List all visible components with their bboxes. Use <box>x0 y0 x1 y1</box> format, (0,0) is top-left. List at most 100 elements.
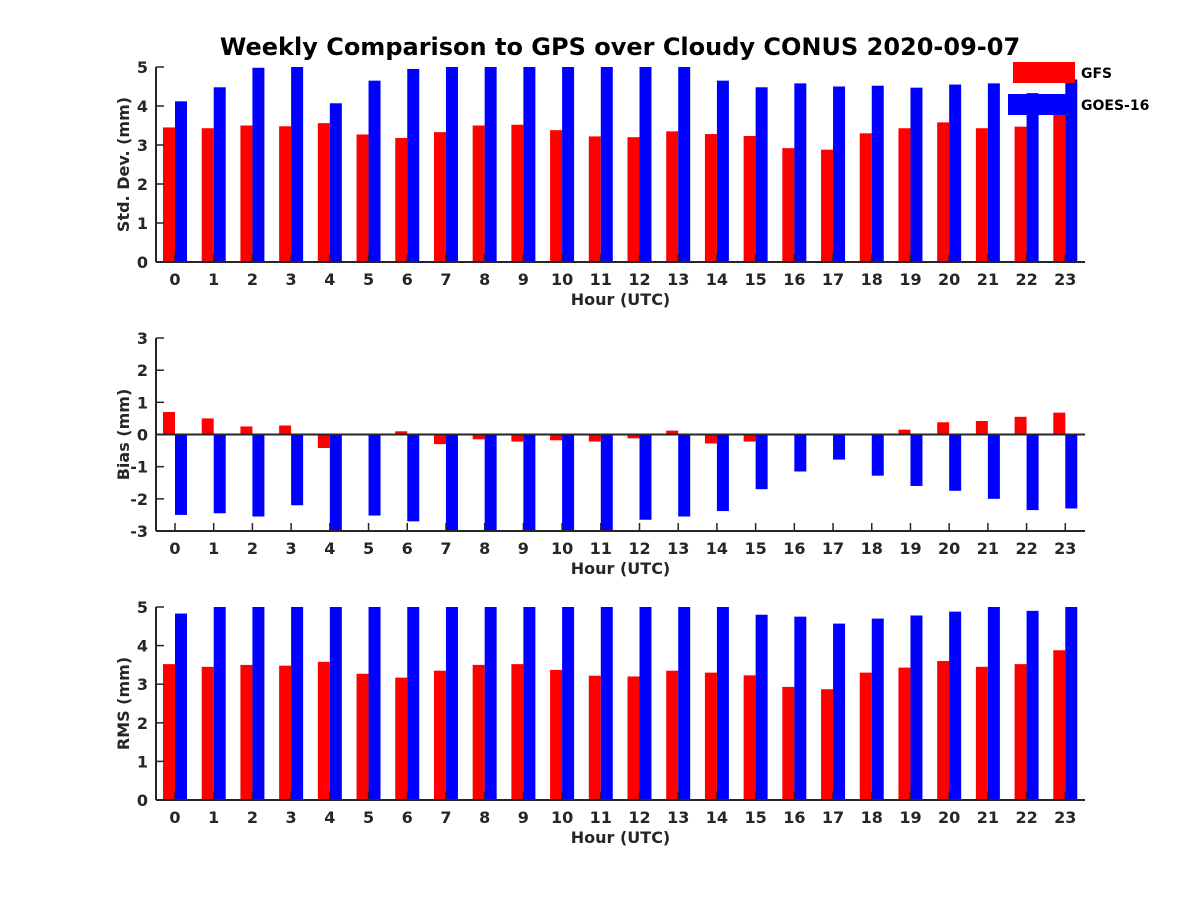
x-tick-label-panel2: 13 <box>667 539 689 558</box>
x-tick-label-panel3: 14 <box>706 808 728 827</box>
y-tick-label-panel2: -3 <box>130 522 148 541</box>
bar-gfs-panel1-hour8 <box>472 125 485 262</box>
bar-gfs-panel1-hour5 <box>356 134 369 262</box>
x-axis-label-panel1: Hour (UTC) <box>571 290 671 309</box>
legend-label-goes-16: GOES-16 <box>1081 98 1149 114</box>
bar-goes-16-panel3-hour6 <box>407 607 420 800</box>
x-tick-label-panel3: 5 <box>363 808 374 827</box>
bar-goes-16-panel2-hour18 <box>871 434 884 476</box>
bar-gfs-panel2-hour13 <box>666 430 679 435</box>
x-tick-label-panel3: 23 <box>1054 808 1076 827</box>
bar-gfs-panel1-hour22 <box>1014 126 1027 262</box>
bar-gfs-panel2-hour11 <box>588 434 601 442</box>
bar-goes-16-panel1-hour12 <box>639 67 652 262</box>
bar-goes-16-panel1-hour1 <box>213 87 226 262</box>
y-tick-label-panel3: 0 <box>137 791 148 810</box>
bar-gfs-panel2-hour23 <box>1053 412 1066 435</box>
bar-gfs-panel2-hour3 <box>279 425 292 435</box>
bar-goes-16-panel3-hour3 <box>291 607 304 800</box>
x-axis-label-panel2: Hour (UTC) <box>571 559 671 578</box>
x-tick-label-panel1: 5 <box>363 270 374 289</box>
x-tick-label-panel2: 3 <box>286 539 297 558</box>
x-tick-label-panel2: 10 <box>551 539 573 558</box>
bar-goes-16-panel1-hour0 <box>175 101 187 262</box>
bar-goes-16-panel2-hour3 <box>291 434 304 506</box>
bar-gfs-panel3-hour20 <box>937 661 950 800</box>
bar-goes-16-panel2-hour5 <box>368 434 381 516</box>
bar-gfs-panel1-hour11 <box>588 136 601 262</box>
bar-goes-16-panel2-hour17 <box>833 434 846 460</box>
bar-gfs-panel3-hour10 <box>550 669 563 800</box>
bar-goes-16-panel2-hour12 <box>639 434 652 520</box>
x-tick-label-panel2: 16 <box>783 539 805 558</box>
bar-goes-16-panel1-hour10 <box>562 67 575 262</box>
bar-gfs-panel1-hour7 <box>433 132 446 262</box>
x-tick-label-panel1: 4 <box>324 270 335 289</box>
y-tick-label-panel1: 0 <box>137 253 148 272</box>
bar-goes-16-panel1-hour18 <box>871 85 884 262</box>
bar-gfs-panel1-hour19 <box>898 128 911 262</box>
y-tick-label-panel2: 0 <box>137 426 148 445</box>
x-tick-label-panel3: 0 <box>169 808 180 827</box>
bar-goes-16-panel3-hour15 <box>755 614 768 800</box>
x-tick-label-panel3: 2 <box>247 808 258 827</box>
x-tick-label-panel3: 9 <box>518 808 529 827</box>
bar-gfs-panel3-hour13 <box>666 670 679 800</box>
bar-gfs-panel3-hour8 <box>472 664 485 800</box>
bar-gfs-panel1-hour0 <box>163 127 175 262</box>
x-tick-label-panel3: 10 <box>551 808 573 827</box>
x-tick-label-panel2: 1 <box>208 539 219 558</box>
x-tick-label-panel2: 7 <box>440 539 451 558</box>
x-tick-label-panel1: 0 <box>169 270 180 289</box>
bar-gfs-panel3-hour9 <box>511 664 524 800</box>
x-tick-label-panel2: 23 <box>1054 539 1076 558</box>
x-tick-label-panel1: 7 <box>440 270 451 289</box>
bar-gfs-panel2-hour9 <box>511 434 524 442</box>
x-tick-label-panel1: 8 <box>479 270 490 289</box>
bar-goes-16-panel2-hour20 <box>949 434 962 491</box>
y-tick-label-panel1: 1 <box>137 214 148 233</box>
bar-goes-16-panel3-hour1 <box>213 607 226 800</box>
y-axis-label-panel3: RMS (mm) <box>114 657 133 750</box>
y-tick-label-panel3: 2 <box>137 714 148 733</box>
x-tick-label-panel1: 18 <box>861 270 883 289</box>
bar-gfs-panel1-hour20 <box>937 122 950 262</box>
y-tick-label-panel1: 4 <box>137 97 148 116</box>
bar-gfs-panel3-hour14 <box>704 672 717 800</box>
x-tick-label-panel1: 9 <box>518 270 529 289</box>
y-tick-label-panel3: 1 <box>137 752 148 771</box>
bar-gfs-panel1-hour21 <box>975 128 988 262</box>
x-tick-label-panel3: 3 <box>286 808 297 827</box>
bar-gfs-panel3-hour4 <box>317 661 330 800</box>
bar-goes-16-panel1-hour6 <box>407 68 420 262</box>
y-tick-label-panel1: 3 <box>137 136 148 155</box>
bar-gfs-panel3-hour17 <box>821 689 834 800</box>
y-tick-label-panel3: 4 <box>137 637 148 656</box>
x-tick-label-panel1: 2 <box>247 270 258 289</box>
bar-gfs-panel2-hour4 <box>317 434 330 449</box>
bar-goes-16-panel1-hour23 <box>1065 79 1078 262</box>
bar-gfs-panel3-hour1 <box>201 666 214 800</box>
x-tick-label-panel1: 11 <box>590 270 612 289</box>
bar-gfs-panel1-hour13 <box>666 131 679 262</box>
bar-goes-16-panel2-hour14 <box>716 434 729 512</box>
bar-goes-16-panel3-hour23 <box>1065 607 1078 800</box>
bar-goes-16-panel2-hour15 <box>755 434 768 490</box>
bar-goes-16-panel3-hour12 <box>639 607 652 800</box>
bar-goes-16-panel2-hour9 <box>523 434 536 531</box>
bar-goes-16-panel2-hour22 <box>1026 434 1039 511</box>
bar-gfs-panel3-hour16 <box>782 686 795 800</box>
bar-gfs-panel2-hour20 <box>937 422 950 435</box>
bar-gfs-panel1-hour18 <box>859 133 872 262</box>
y-axis-label-panel2: Bias (mm) <box>114 389 133 481</box>
legend-swatch-gfs <box>1013 62 1075 83</box>
bar-goes-16-panel3-hour19 <box>910 615 923 800</box>
bar-goes-16-panel2-hour19 <box>910 434 923 486</box>
bar-goes-16-panel1-hour21 <box>987 83 1000 262</box>
bar-goes-16-panel3-hour9 <box>523 607 536 800</box>
x-tick-label-panel1: 19 <box>899 270 921 289</box>
bar-gfs-panel1-hour15 <box>743 136 756 262</box>
x-tick-label-panel3: 4 <box>324 808 335 827</box>
x-tick-label-panel2: 18 <box>861 539 883 558</box>
x-tick-label-panel1: 21 <box>977 270 999 289</box>
